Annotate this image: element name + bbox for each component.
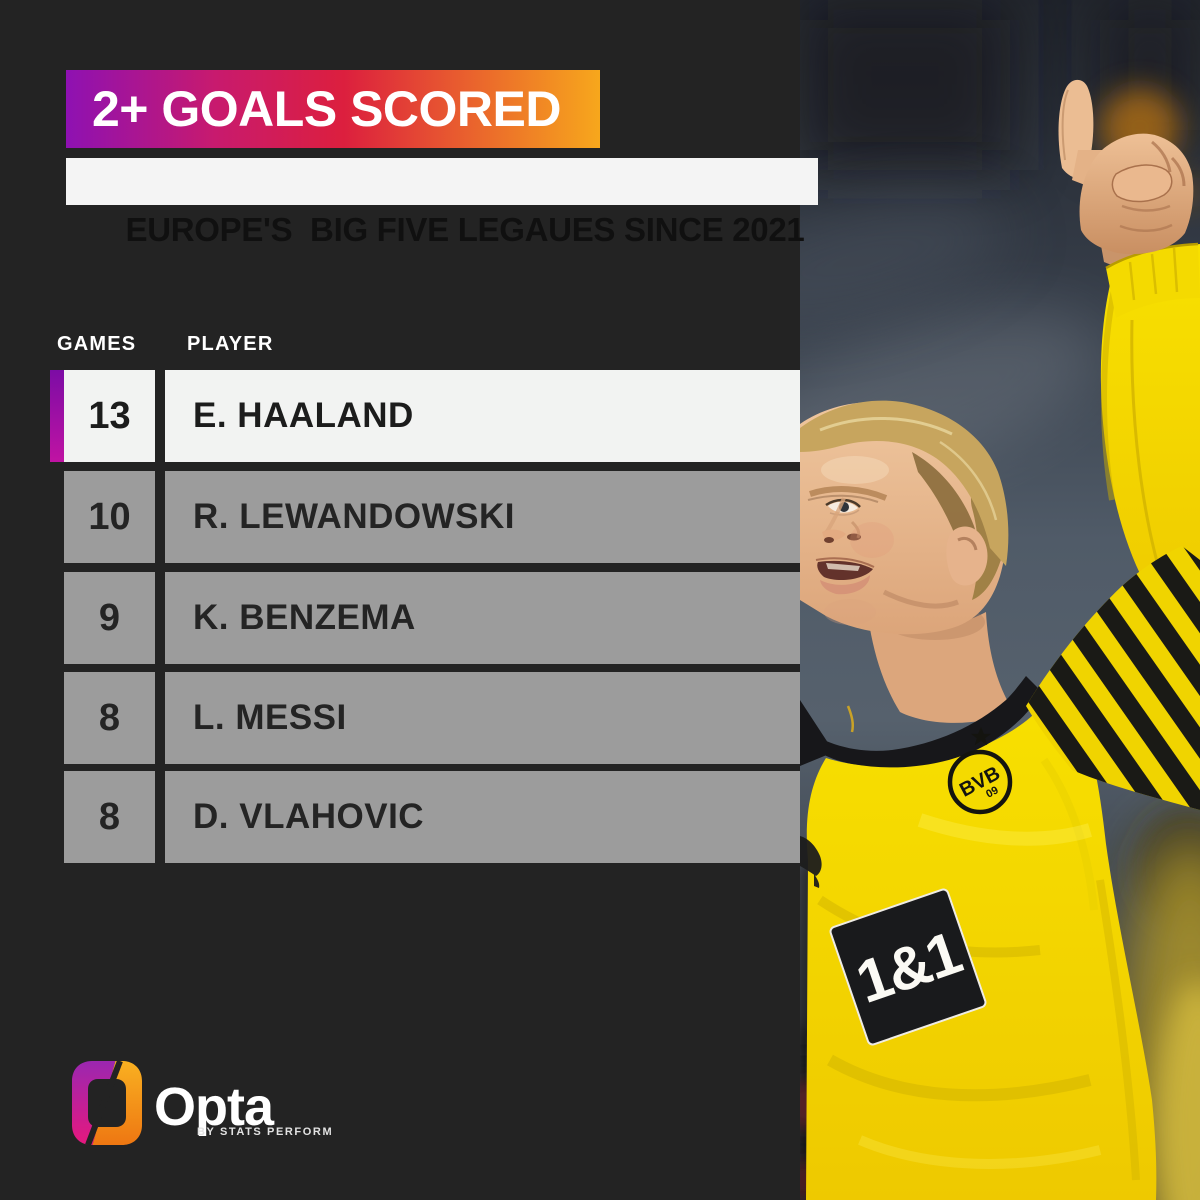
- jersey-collar: [800, 676, 1042, 768]
- pointing-hand: [1058, 79, 1200, 318]
- highlight-accent-bar: [50, 370, 64, 462]
- ear: [946, 526, 988, 586]
- haaland-head: [800, 400, 1009, 635]
- table-row: 10 R. LEWANDOWSKI: [0, 471, 800, 563]
- hair: [800, 400, 1009, 566]
- sponsor-patch: 1&1: [829, 888, 987, 1046]
- necklace: [846, 705, 855, 733]
- games-cell: 9: [64, 572, 155, 664]
- table-row: 8 D. VLAHOVIC: [0, 771, 800, 863]
- player-cell: L. MESSI: [165, 672, 800, 764]
- subtitle-banner: EUROPE'S BIG FIVE LEGAUES SINCE 2021: [66, 158, 818, 248]
- title-banner: 2+ GOALS SCORED: [66, 70, 600, 148]
- thumb: [1111, 164, 1173, 203]
- games-cell: 8: [64, 672, 155, 764]
- games-cell: 10: [64, 471, 155, 563]
- table-row: 13 E. HAALAND: [0, 370, 800, 462]
- player-cell: K. BENZEMA: [165, 572, 800, 664]
- page-subtitle: EUROPE'S BIG FIVE LEGAUES SINCE 2021: [125, 211, 805, 248]
- player-cell: D. VLAHOVIC: [165, 771, 800, 863]
- player-cell: E. HAALAND: [165, 370, 800, 462]
- player-cell: R. LEWANDOWSKI: [165, 471, 800, 563]
- puma-logo: [800, 836, 822, 888]
- svg-text:09: 09: [984, 784, 1000, 800]
- table-row: 9 K. BENZEMA: [0, 572, 800, 664]
- column-header-games: GAMES: [57, 333, 137, 355]
- games-cell: 13: [64, 370, 155, 462]
- brand-subtext: BY STATS PERFORM: [197, 1126, 334, 1138]
- eyebrow: [809, 486, 888, 501]
- player-photo: BVB 09 1&1: [800, 0, 1200, 1200]
- jersey-sleeve: [1100, 244, 1200, 650]
- bvb-star: [971, 727, 991, 746]
- games-cell: 8: [64, 771, 155, 863]
- opta-logo-icon: [72, 1059, 142, 1147]
- page-title: 2+ GOALS SCORED: [92, 81, 562, 137]
- bvb-crest: BVB 09: [947, 749, 1013, 815]
- column-header-player: PLAYER: [187, 333, 274, 355]
- brand-wordmark: Opta: [154, 1077, 274, 1137]
- table-row: 8 L. MESSI: [0, 672, 800, 764]
